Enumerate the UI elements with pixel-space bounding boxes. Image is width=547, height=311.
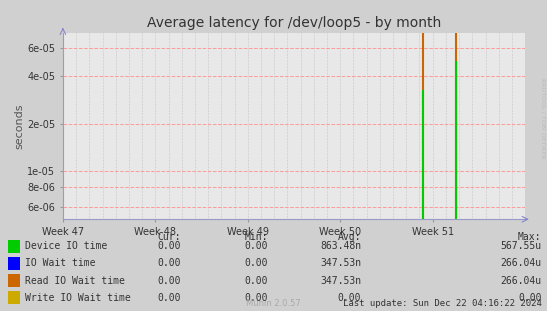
Title: Average latency for /dev/loop5 - by month: Average latency for /dev/loop5 - by mont… — [147, 16, 441, 30]
Text: 0.00: 0.00 — [245, 258, 268, 268]
Text: 0.00: 0.00 — [157, 293, 181, 303]
Text: 0.00: 0.00 — [245, 276, 268, 285]
Text: 0.00: 0.00 — [518, 293, 542, 303]
Text: 347.53n: 347.53n — [320, 276, 361, 285]
Y-axis label: seconds: seconds — [14, 103, 25, 149]
Text: 266.04u: 266.04u — [501, 276, 542, 285]
Text: RRDTOOL / TOBI OETIKER: RRDTOOL / TOBI OETIKER — [540, 78, 545, 159]
Text: Cur:: Cur: — [157, 232, 181, 242]
Text: Max:: Max: — [518, 232, 542, 242]
Text: 0.00: 0.00 — [157, 276, 181, 285]
Text: Read IO Wait time: Read IO Wait time — [25, 276, 125, 285]
Text: 0.00: 0.00 — [157, 258, 181, 268]
Text: 0.00: 0.00 — [337, 293, 361, 303]
Text: 863.48n: 863.48n — [320, 241, 361, 251]
Text: Device IO time: Device IO time — [25, 241, 107, 251]
Text: IO Wait time: IO Wait time — [25, 258, 95, 268]
Text: Min:: Min: — [245, 232, 268, 242]
Text: Last update: Sun Dec 22 04:16:22 2024: Last update: Sun Dec 22 04:16:22 2024 — [342, 299, 542, 308]
Text: 567.55u: 567.55u — [501, 241, 542, 251]
Text: Write IO Wait time: Write IO Wait time — [25, 293, 130, 303]
Text: 0.00: 0.00 — [157, 241, 181, 251]
Text: 0.00: 0.00 — [245, 241, 268, 251]
Text: 266.04u: 266.04u — [501, 258, 542, 268]
Text: 347.53n: 347.53n — [320, 258, 361, 268]
Text: Munin 2.0.57: Munin 2.0.57 — [246, 299, 301, 308]
Text: Avg:: Avg: — [337, 232, 361, 242]
Text: 0.00: 0.00 — [245, 293, 268, 303]
